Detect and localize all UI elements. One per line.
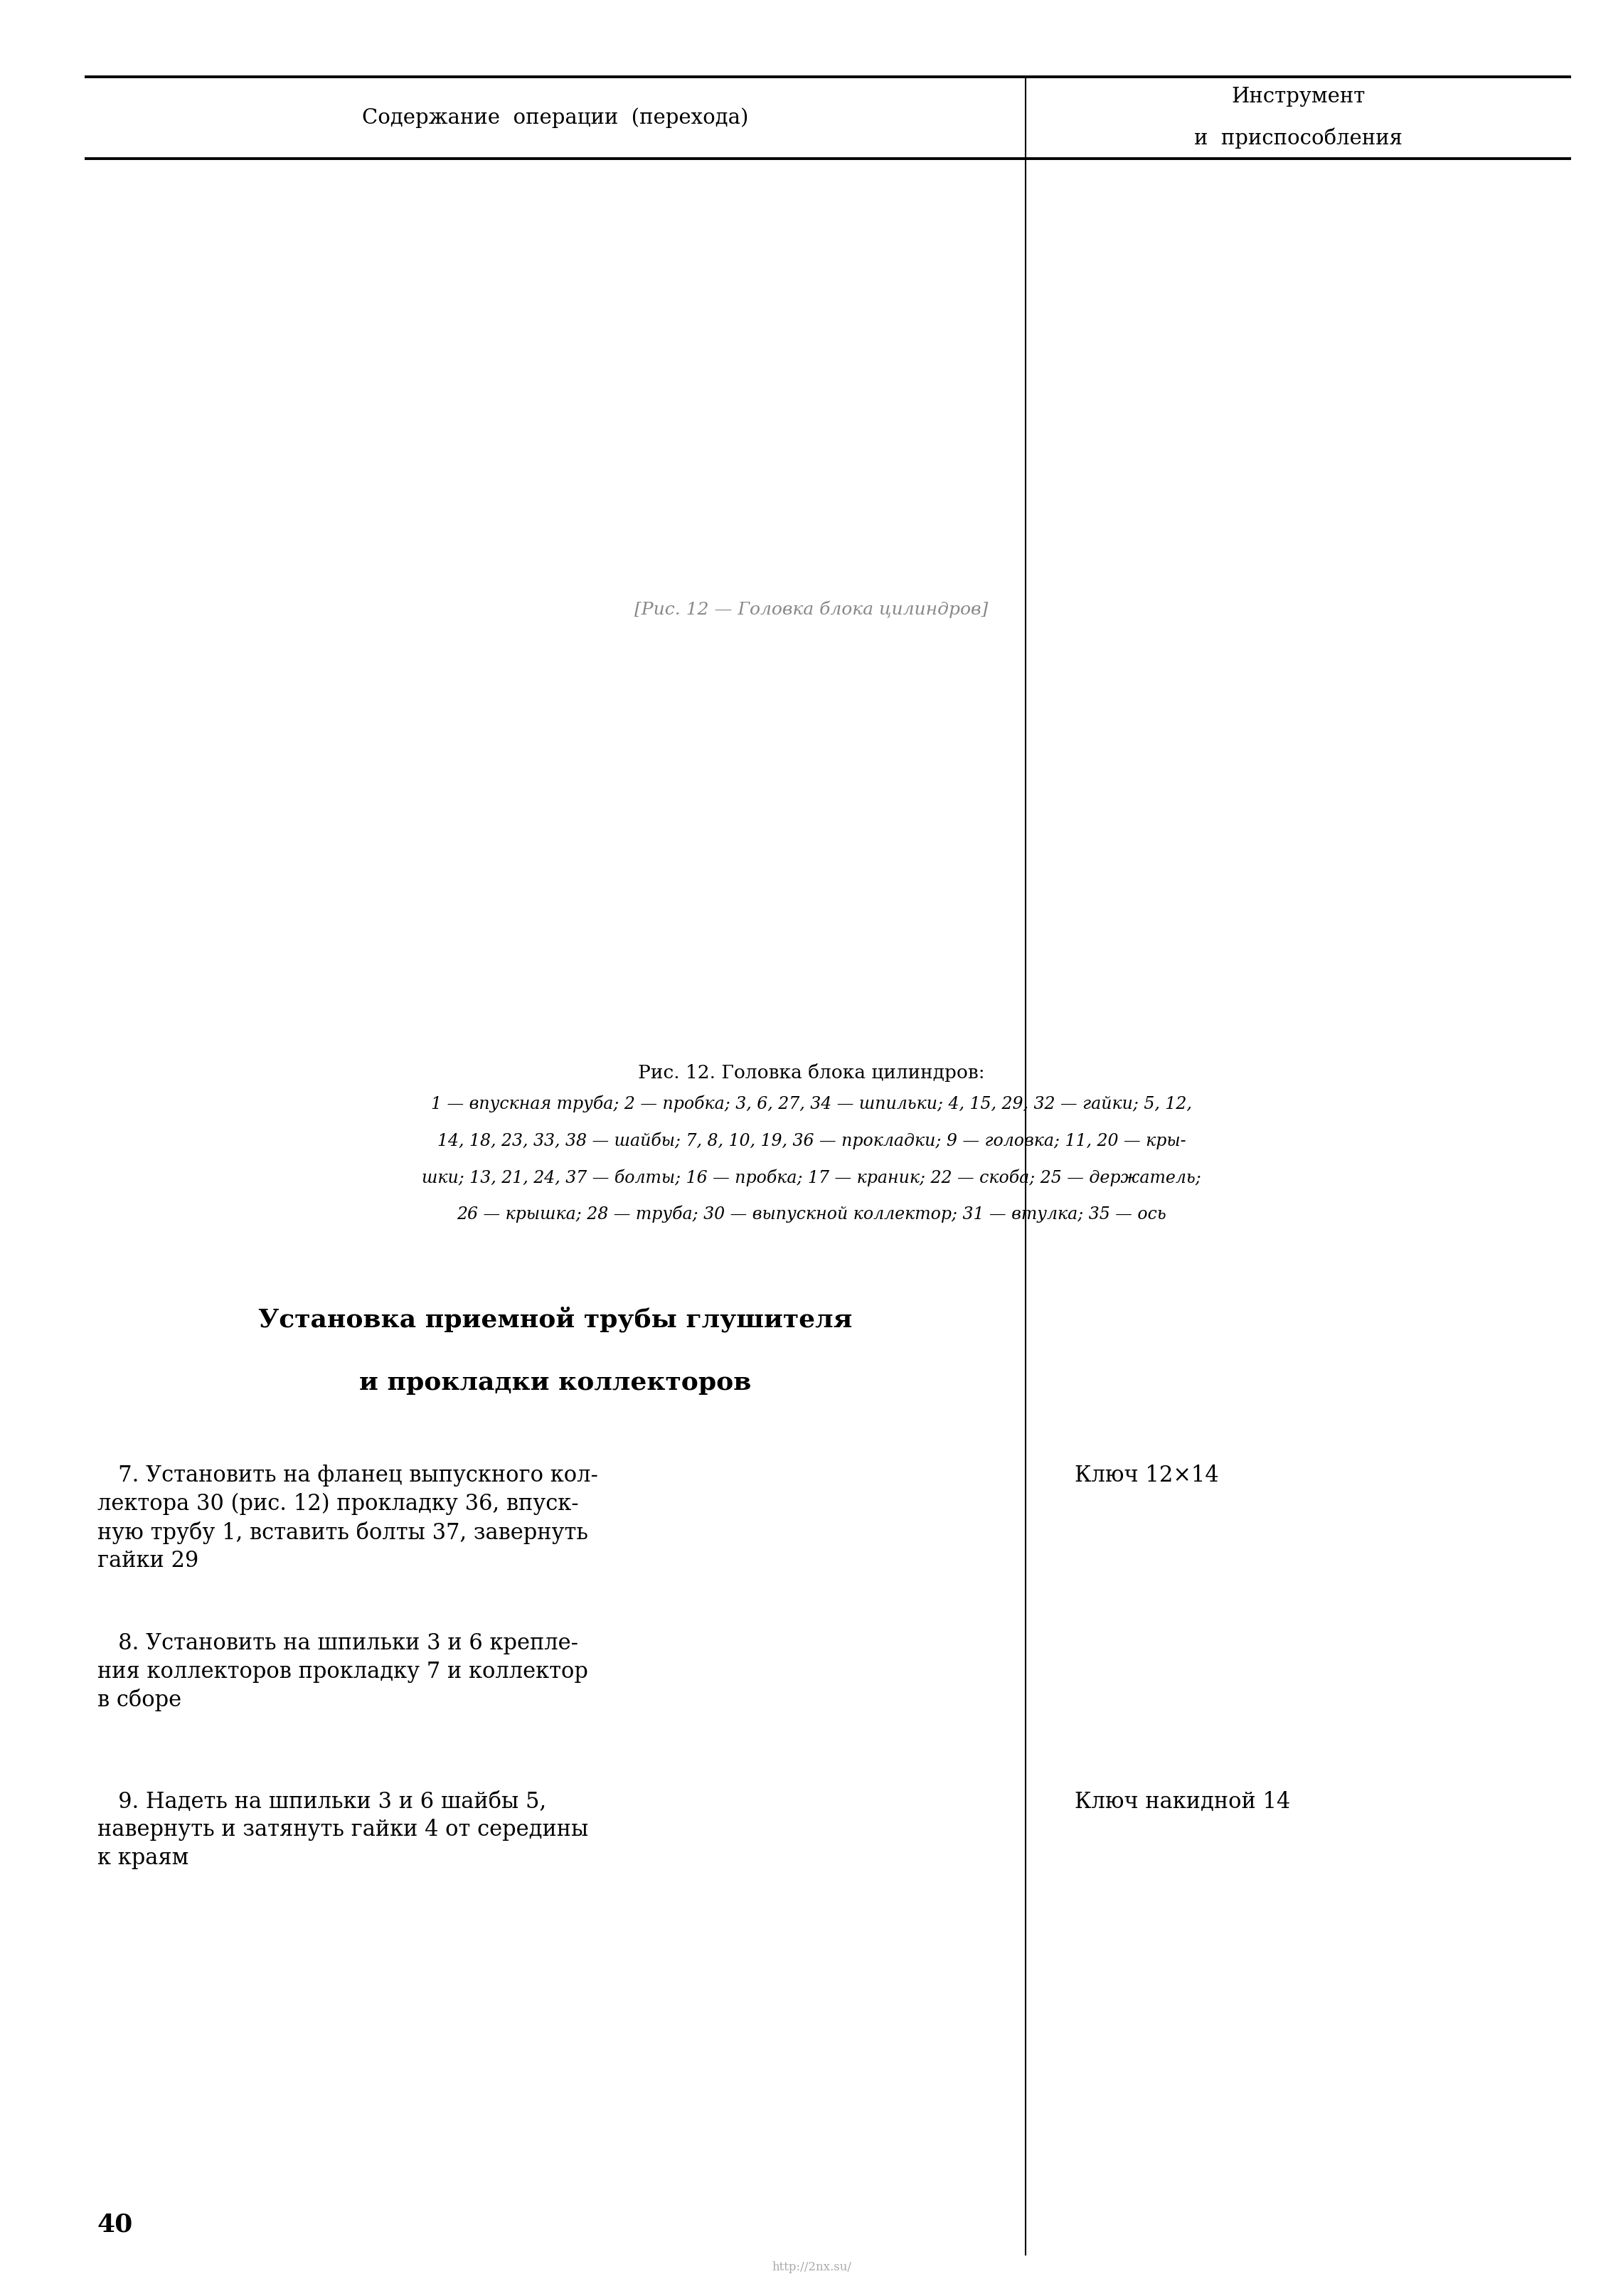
Text: шки; 13, 21, 24, 37 — болты; 16 — пробка; 17 — краник; 22 — скоба; 25 — держател: шки; 13, 21, 24, 37 — болты; 16 — пробка… (422, 1169, 1201, 1187)
Text: [Рис. 12 — Головка блока цилиндров]: [Рис. 12 — Головка блока цилиндров] (635, 602, 988, 618)
Text: Содержание  операции  (перехода): Содержание операции (перехода) (362, 108, 748, 129)
Text: Установка приемной трубы глушителя: Установка приемной трубы глушителя (258, 1306, 852, 1332)
Text: и прокладки коллекторов: и прокладки коллекторов (359, 1371, 751, 1396)
Text: Ключ 12×14: Ключ 12×14 (1074, 1465, 1219, 1488)
Text: Рис. 12. Головка блока цилиндров:: Рис. 12. Головка блока цилиндров: (638, 1063, 985, 1081)
Text: Инструмент: Инструмент (1232, 87, 1365, 108)
Text: 7. Установить на фланец выпускного кол-
лектора 30 (рис. 12) прокладку 36, впуск: 7. Установить на фланец выпускного кол- … (97, 1465, 597, 1573)
Text: 8. Установить на шпильки 3 и 6 крепле-
ния коллекторов прокладку 7 и коллектор
в: 8. Установить на шпильки 3 и 6 крепле- н… (97, 1632, 588, 1711)
Text: 40: 40 (97, 2213, 133, 2236)
Text: 26 — крышка; 28 — труба; 30 — выпускной коллектор; 31 — втулка; 35 — ось: 26 — крышка; 28 — труба; 30 — выпускной … (456, 1205, 1167, 1224)
Text: http://2nx.su/: http://2nx.su/ (771, 2262, 852, 2273)
Text: 14, 18, 23, 33, 38 — шайбы; 7, 8, 10, 19, 36 — прокладки; 9 — головка; 11, 20 — : 14, 18, 23, 33, 38 — шайбы; 7, 8, 10, 19… (437, 1132, 1186, 1150)
Text: и  приспособления: и приспособления (1195, 129, 1402, 149)
Text: Ключ накидной 14: Ключ накидной 14 (1074, 1791, 1290, 1814)
Text: 9. Надеть на шпильки 3 и 6 шайбы 5,
навернуть и затянуть гайки 4 от середины
к к: 9. Надеть на шпильки 3 и 6 шайбы 5, наве… (97, 1791, 588, 1869)
Text: 1 — впускная труба; 2 — пробка; 3, 6, 27, 34 — шпильки; 4, 15, 29, 32 — гайки; 5: 1 — впускная труба; 2 — пробка; 3, 6, 27… (432, 1095, 1191, 1114)
